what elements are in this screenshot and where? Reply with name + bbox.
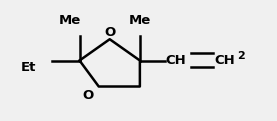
Text: CH: CH bbox=[214, 54, 235, 67]
Text: 2: 2 bbox=[237, 51, 245, 61]
Text: Me: Me bbox=[129, 14, 151, 27]
Text: O: O bbox=[82, 89, 93, 102]
Text: O: O bbox=[104, 26, 115, 39]
Text: Me: Me bbox=[58, 14, 81, 27]
Text: Et: Et bbox=[21, 61, 37, 74]
Text: CH: CH bbox=[165, 54, 186, 67]
